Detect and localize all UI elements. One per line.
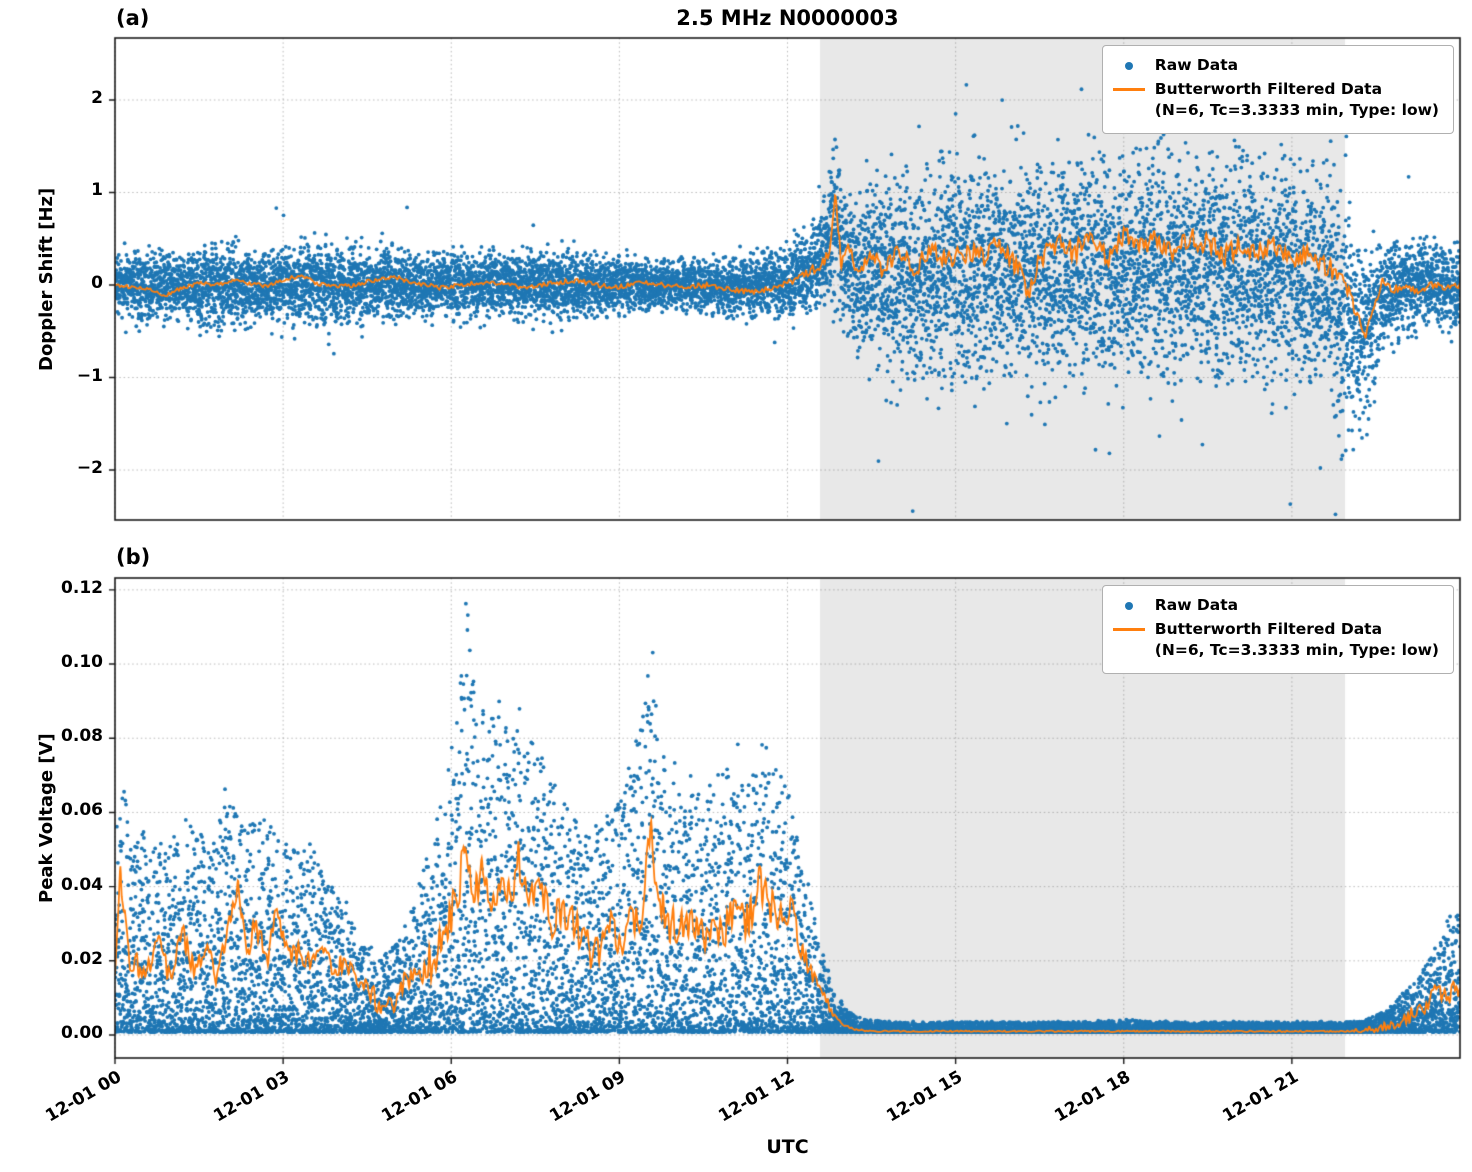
panel-a-label: (a) [116,6,150,30]
y-tick-label: 0.08 [61,726,103,747]
y-tick-label: 0.06 [61,800,103,821]
legend-raw-label: Raw Data [1154,56,1239,74]
legend-filtered-row: Butterworth Filtered Data (N=6, Tc=3.333… [1112,619,1439,662]
y-tick-label: 2 [91,87,103,108]
y-tick-label: 0 [91,273,103,293]
y-tick-label: 0.04 [61,874,103,895]
y-tick-label: 0.02 [61,948,103,969]
x-axis-label: UTC [766,1136,809,1158]
legend-raw-row: Raw Data [1113,55,1439,77]
y-tick-label: −2 [76,458,103,479]
y-tick-label: −1 [76,365,103,386]
y-tick-label: 0.10 [61,652,103,673]
legend-filtered-row: Butterworth Filtered Data (N=6, Tc=3.333… [1112,79,1439,122]
legend-filtered-sublabel: (N=6, Tc=3.3333 min, Type: low) [1154,641,1439,660]
raw-data-marker-icon [1124,601,1133,610]
legend-filtered-sublabel: (N=6, Tc=3.3333 min, Type: low) [1154,101,1439,120]
y-tick-label: 0.12 [61,577,103,598]
filtered-line-marker-icon [1112,627,1145,631]
raw-data-marker-icon [1124,61,1133,70]
legend-filtered-label: Butterworth Filtered Data [1154,619,1383,638]
legend-panel-a: Raw Data Butterworth Filtered Data (N=6,… [1101,45,1454,135]
legend-filtered-label: Butterworth Filtered Data [1154,79,1383,98]
legend-raw-label: Raw Data [1154,596,1239,614]
legend-raw-row: Raw Data [1113,595,1439,617]
chart-title: 2.5 MHz N0000003 [676,6,899,30]
filtered-line-marker-icon [1112,87,1145,91]
y-tick-label: 0.00 [61,1023,103,1043]
panel-b-label: (b) [116,545,151,569]
y-tick-label: 1 [91,180,103,201]
legend-panel-b: Raw Data Butterworth Filtered Data (N=6,… [1101,585,1454,675]
